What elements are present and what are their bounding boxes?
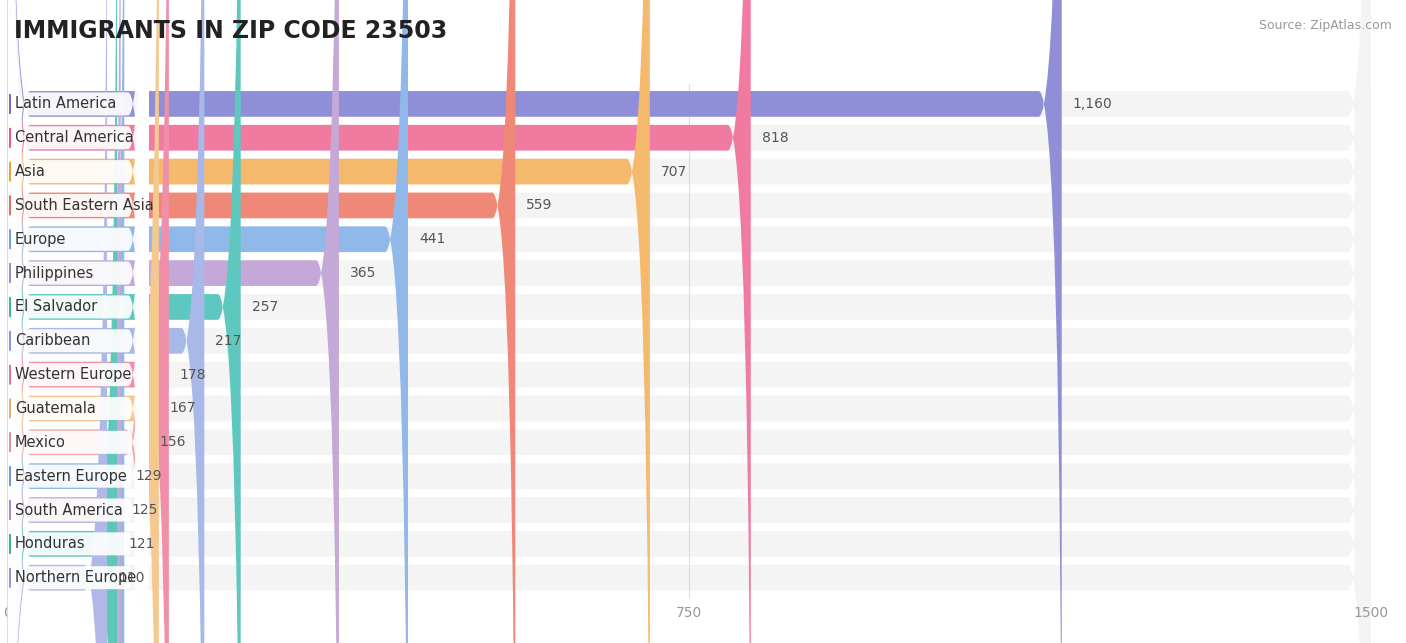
Text: Europe: Europe <box>15 231 66 247</box>
Text: Guatemala: Guatemala <box>15 401 96 416</box>
FancyBboxPatch shape <box>8 0 149 643</box>
FancyBboxPatch shape <box>7 0 1371 643</box>
Text: Mexico: Mexico <box>15 435 66 450</box>
FancyBboxPatch shape <box>7 0 124 643</box>
FancyBboxPatch shape <box>7 0 1371 643</box>
FancyBboxPatch shape <box>7 0 1371 643</box>
FancyBboxPatch shape <box>8 0 149 643</box>
FancyBboxPatch shape <box>7 0 159 643</box>
FancyBboxPatch shape <box>7 0 515 643</box>
FancyBboxPatch shape <box>7 0 117 643</box>
Text: 121: 121 <box>128 537 155 551</box>
Text: Honduras: Honduras <box>15 536 86 551</box>
FancyBboxPatch shape <box>8 0 149 643</box>
FancyBboxPatch shape <box>7 0 751 643</box>
FancyBboxPatch shape <box>7 0 149 643</box>
FancyBboxPatch shape <box>8 0 149 643</box>
Text: 129: 129 <box>135 469 162 483</box>
Text: 818: 818 <box>762 131 789 145</box>
Text: Central America: Central America <box>15 131 134 145</box>
FancyBboxPatch shape <box>8 0 149 643</box>
FancyBboxPatch shape <box>8 0 149 643</box>
FancyBboxPatch shape <box>7 0 1371 643</box>
FancyBboxPatch shape <box>8 0 149 643</box>
Text: 365: 365 <box>350 266 377 280</box>
FancyBboxPatch shape <box>8 0 149 643</box>
FancyBboxPatch shape <box>8 0 149 643</box>
Text: Western Europe: Western Europe <box>15 367 131 382</box>
FancyBboxPatch shape <box>7 0 169 643</box>
Text: 167: 167 <box>170 401 197 415</box>
Text: 257: 257 <box>252 300 278 314</box>
Text: South Eastern Asia: South Eastern Asia <box>15 198 153 213</box>
FancyBboxPatch shape <box>7 0 1062 643</box>
FancyBboxPatch shape <box>7 0 1371 643</box>
Text: 217: 217 <box>215 334 242 348</box>
Text: 156: 156 <box>160 435 186 449</box>
Text: Source: ZipAtlas.com: Source: ZipAtlas.com <box>1258 19 1392 32</box>
FancyBboxPatch shape <box>7 0 107 643</box>
FancyBboxPatch shape <box>7 0 1371 643</box>
FancyBboxPatch shape <box>7 0 1371 643</box>
FancyBboxPatch shape <box>7 0 1371 643</box>
FancyBboxPatch shape <box>8 0 149 643</box>
FancyBboxPatch shape <box>7 0 339 643</box>
FancyBboxPatch shape <box>8 0 149 643</box>
Text: 178: 178 <box>180 368 207 382</box>
Text: Philippines: Philippines <box>15 266 94 280</box>
FancyBboxPatch shape <box>8 0 149 643</box>
FancyBboxPatch shape <box>7 0 1371 643</box>
FancyBboxPatch shape <box>7 0 121 643</box>
Text: El Salvador: El Salvador <box>15 300 97 314</box>
Text: 441: 441 <box>419 232 446 246</box>
Text: Eastern Europe: Eastern Europe <box>15 469 127 484</box>
Text: 707: 707 <box>661 165 688 179</box>
Text: Northern Europe: Northern Europe <box>15 570 136 585</box>
Text: IMMIGRANTS IN ZIP CODE 23503: IMMIGRANTS IN ZIP CODE 23503 <box>14 19 447 43</box>
FancyBboxPatch shape <box>7 0 1371 643</box>
Text: Latin America: Latin America <box>15 96 117 111</box>
Text: 125: 125 <box>132 503 157 517</box>
Text: 1,160: 1,160 <box>1073 97 1112 111</box>
Text: South America: South America <box>15 502 122 518</box>
FancyBboxPatch shape <box>7 0 204 643</box>
Text: Caribbean: Caribbean <box>15 333 90 349</box>
FancyBboxPatch shape <box>7 0 240 643</box>
FancyBboxPatch shape <box>7 0 1371 643</box>
FancyBboxPatch shape <box>7 0 1371 643</box>
FancyBboxPatch shape <box>8 0 149 643</box>
FancyBboxPatch shape <box>7 0 408 643</box>
FancyBboxPatch shape <box>7 0 1371 643</box>
FancyBboxPatch shape <box>7 0 1371 643</box>
Text: Asia: Asia <box>15 164 46 179</box>
FancyBboxPatch shape <box>7 0 1371 643</box>
Text: 559: 559 <box>526 199 553 212</box>
Text: 110: 110 <box>118 571 145 584</box>
FancyBboxPatch shape <box>8 0 149 643</box>
FancyBboxPatch shape <box>8 0 149 643</box>
FancyBboxPatch shape <box>7 0 650 643</box>
